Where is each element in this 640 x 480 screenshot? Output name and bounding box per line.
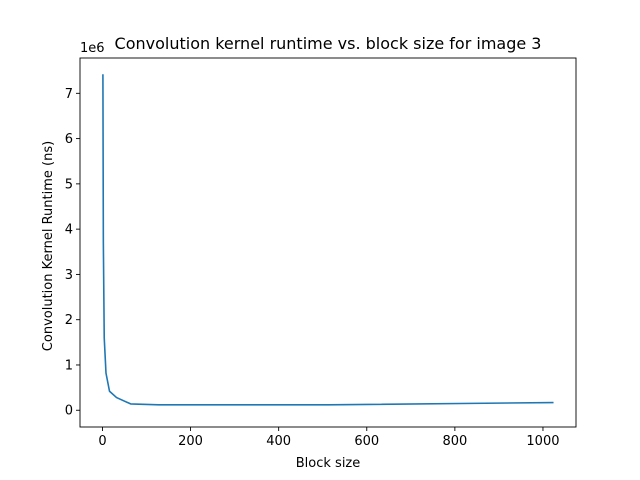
chart-title: Convolution kernel runtime vs. block siz… bbox=[115, 34, 542, 53]
y-axis-label: Convolution Kernel Runtime (ns) bbox=[41, 141, 56, 351]
axes-frame bbox=[79, 57, 577, 428]
y-tick-label: 3 bbox=[65, 268, 73, 283]
y-tick-label: 0 bbox=[65, 404, 73, 419]
x-tick-label: 600 bbox=[354, 434, 379, 449]
y-axis-offset-label: 1e6 bbox=[80, 41, 105, 56]
y-tick-label: 6 bbox=[65, 132, 73, 147]
y-tick-label: 1 bbox=[65, 358, 73, 373]
x-tick-label: 400 bbox=[266, 434, 291, 449]
x-tick-label: 800 bbox=[442, 434, 467, 449]
y-tick-label: 4 bbox=[65, 223, 73, 238]
y-tick-label: 5 bbox=[65, 177, 73, 192]
x-tick-label: 1000 bbox=[526, 434, 559, 449]
x-tick-label: 0 bbox=[98, 434, 106, 449]
x-tick-label: 200 bbox=[178, 434, 203, 449]
y-tick-label: 7 bbox=[65, 87, 73, 102]
x-axis-label: Block size bbox=[296, 456, 361, 471]
plot-area: 0 200 400 600 800 1000 0 1 2 3 4 5 6 7 bbox=[65, 57, 577, 449]
y-tick-label: 2 bbox=[65, 313, 73, 328]
series-line-0 bbox=[102, 74, 554, 406]
